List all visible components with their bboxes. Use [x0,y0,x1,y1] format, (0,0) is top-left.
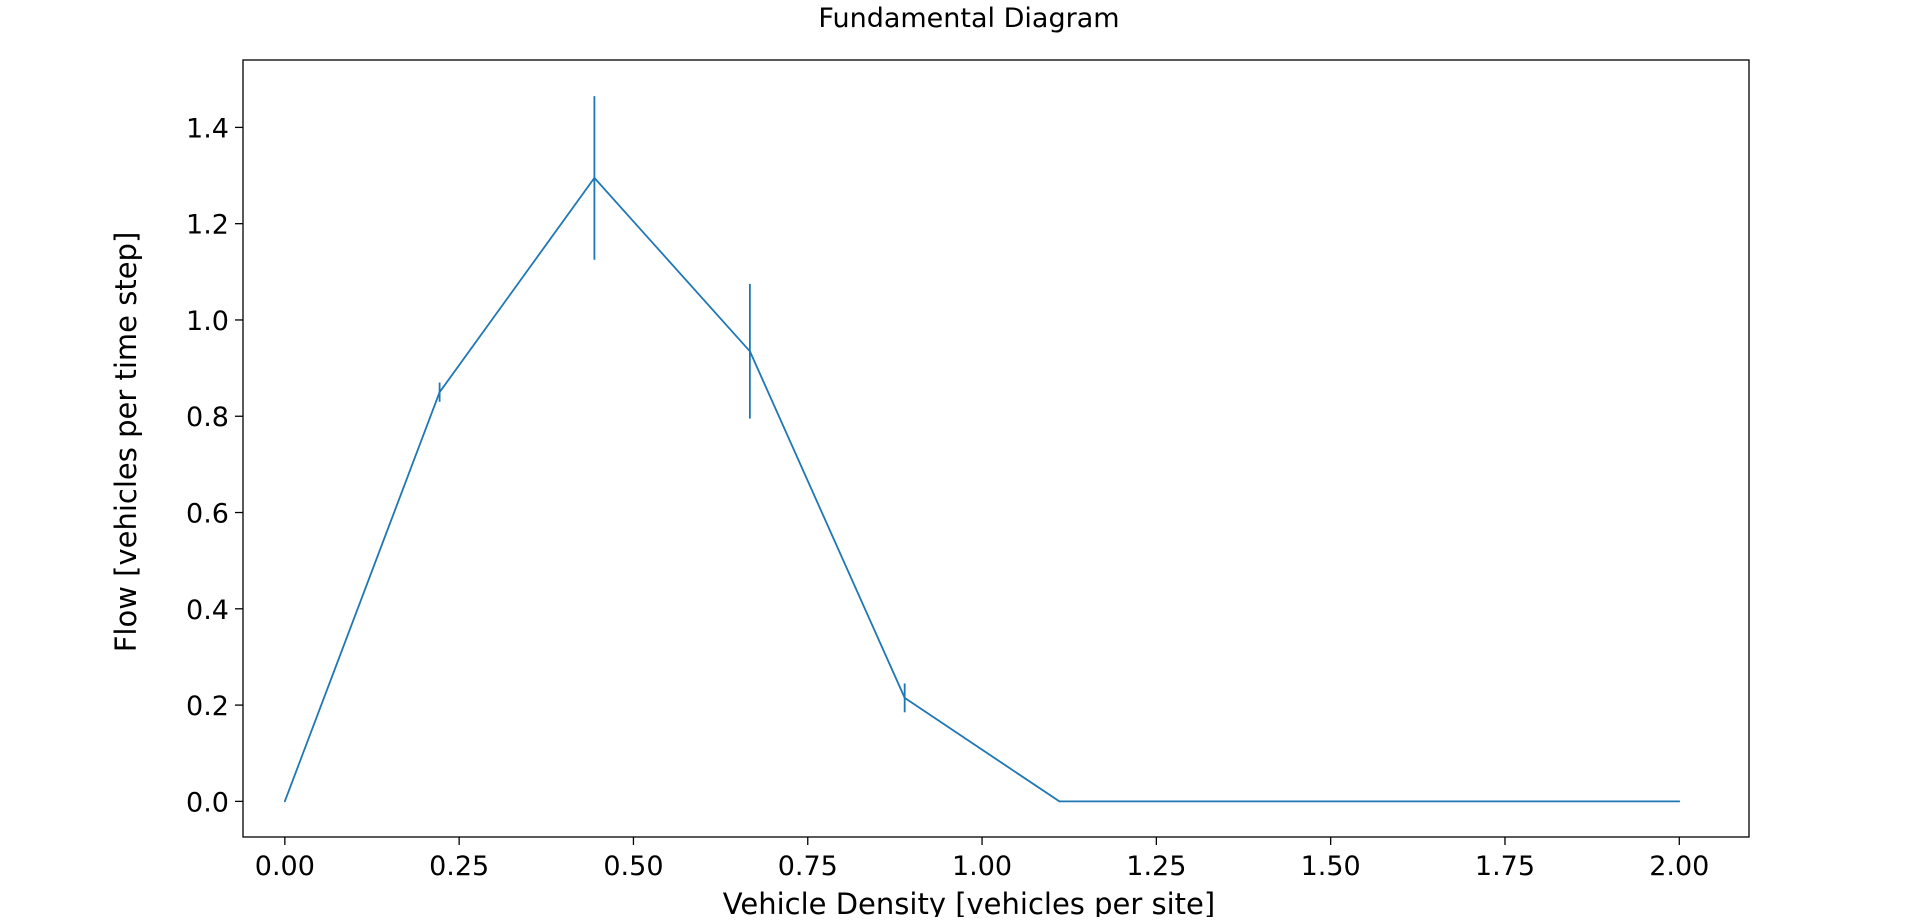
chart-title: Fundamental Diagram [818,3,1119,34]
series-line-flow [283,176,1680,803]
y-axis-label: Flow [vehicles per time step] [109,232,143,653]
x-tick-label: 0.00 [255,851,315,882]
x-tick-label: 0.75 [778,851,838,882]
x-tick-label: 1.50 [1301,851,1361,882]
data-point [1058,800,1061,803]
y-tick-label: 0.6 [186,499,229,530]
y-axis-ticks: 0.0 0.2 0.4 0.6 0.8 1.0 1.2 1.4 [186,113,243,818]
x-tick-label: 2.00 [1649,851,1709,882]
x-tick-label: 0.50 [603,851,663,882]
y-tick-label: 1.2 [186,210,229,241]
data-point [438,391,441,394]
data-point [283,800,286,803]
data-point [903,696,906,699]
y-tick-label: 0.2 [186,691,229,722]
x-tick-label: 1.00 [952,851,1012,882]
data-point [593,177,596,179]
y-tick-label: 0.8 [186,402,229,433]
x-tick-label: 0.25 [429,851,489,882]
y-tick-label: 1.4 [186,113,229,144]
y-tick-label: 0.4 [186,595,229,626]
x-tick-label: 1.75 [1475,851,1535,882]
plot-frame [242,59,1750,838]
data-point [748,350,751,353]
y-tick-label: 0.0 [186,787,229,818]
series-layer [283,96,1681,803]
y-tick-label: 1.0 [186,306,229,337]
data-point [1678,800,1681,803]
x-axis-label: Vehicle Density [vehicles per site] [723,887,1215,917]
x-axis-ticks: 0.00 0.25 0.50 0.75 1.00 1.25 1.50 1.75 2.00 [255,837,1709,882]
x-tick-label: 1.25 [1126,851,1186,882]
